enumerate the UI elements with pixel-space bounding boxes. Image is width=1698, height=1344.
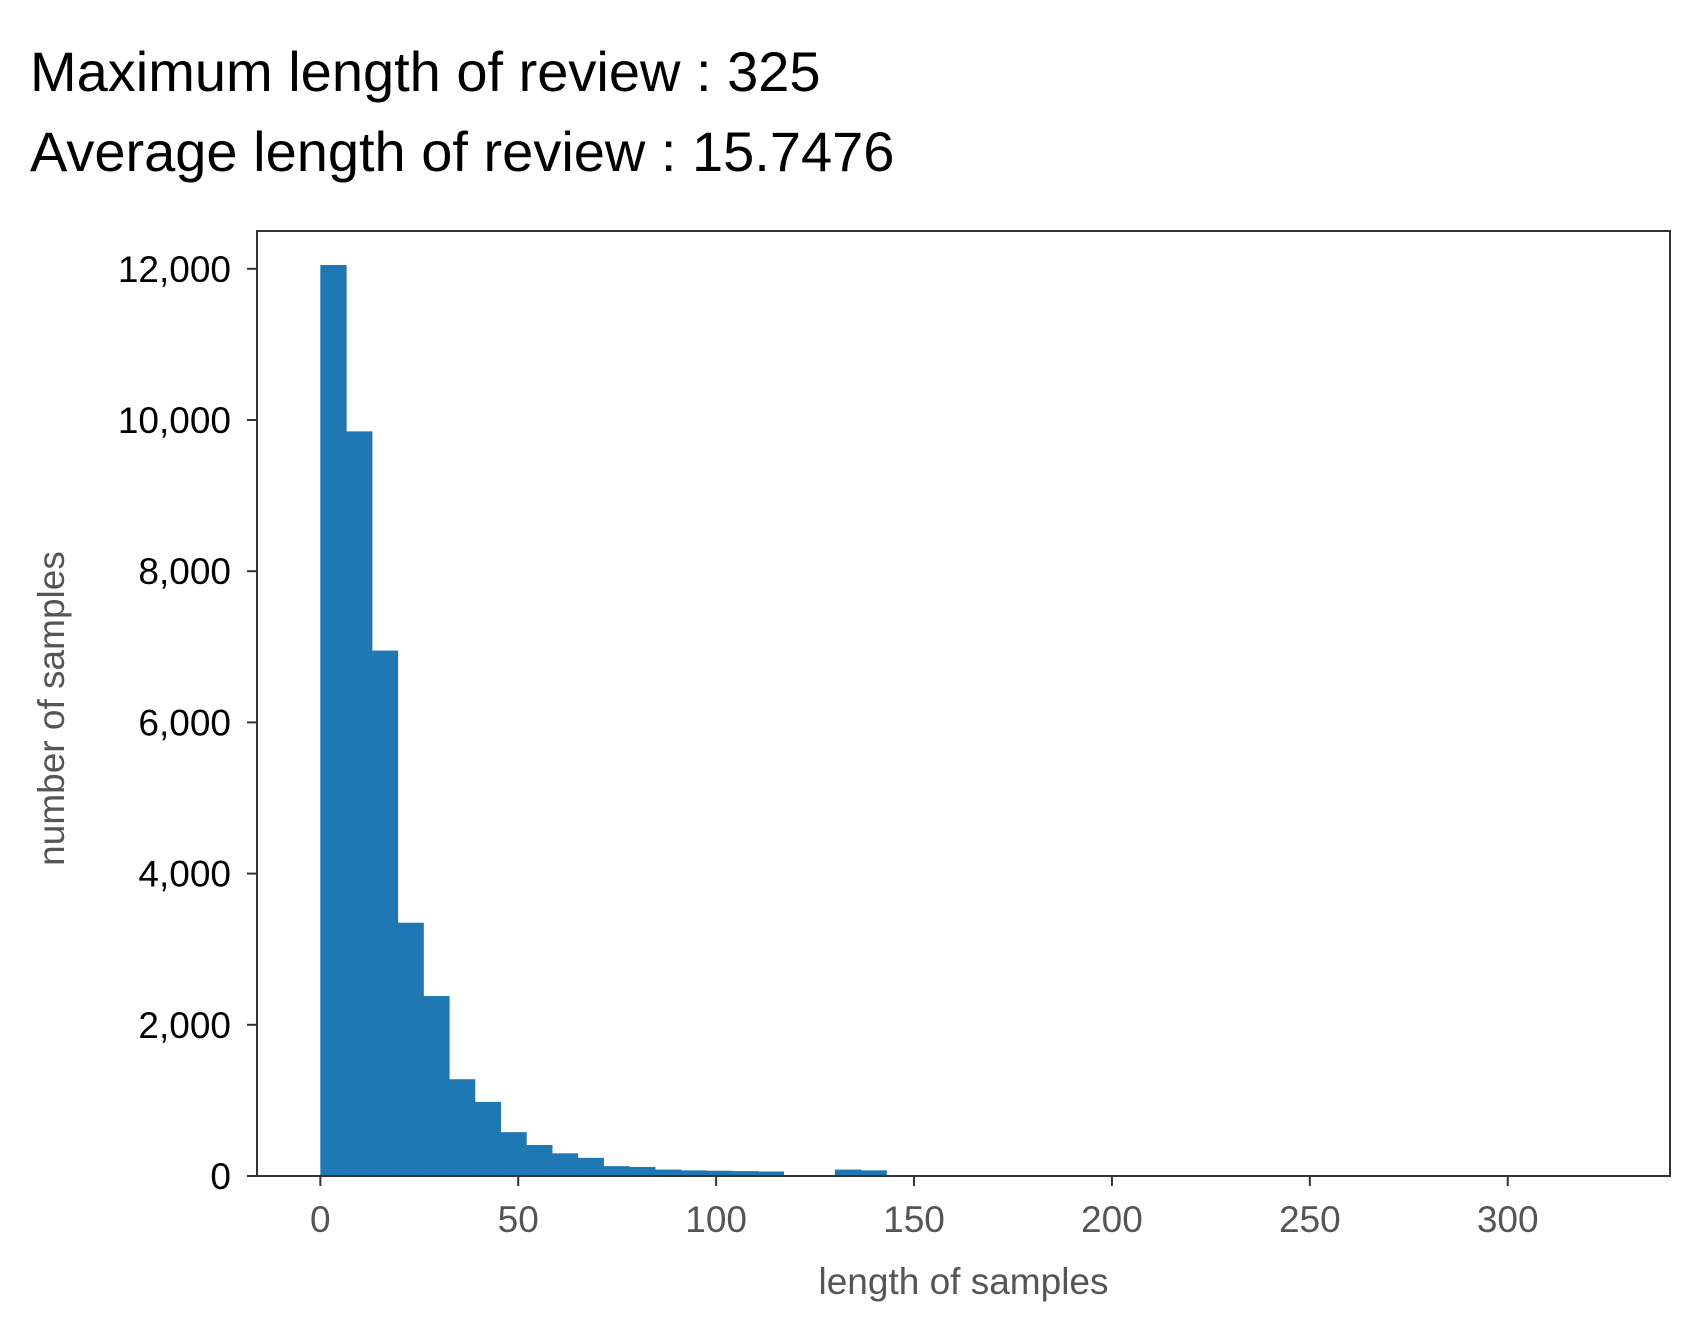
average-length-text: Average length of review : 15.7476	[30, 120, 895, 183]
histogram-bar	[731, 1171, 759, 1176]
x-tick-label: 250	[1279, 1199, 1341, 1240]
y-tick-label: 0	[210, 1156, 231, 1197]
histogram-bar	[577, 1157, 604, 1176]
x-axis-ticks: 0 50 100 150 200 250 300	[310, 1176, 1539, 1240]
histogram-bar	[346, 431, 373, 1177]
histogram-bar	[706, 1170, 733, 1176]
histogram-bar	[603, 1166, 630, 1176]
y-tick-label: 8,000	[138, 551, 231, 592]
histogram-bar	[834, 1169, 862, 1176]
histogram-bar	[526, 1145, 553, 1176]
histogram-bar	[757, 1171, 785, 1176]
y-tick-label: 6,000	[138, 702, 231, 743]
y-tick-label: 10,000	[118, 400, 231, 441]
histogram-bar	[371, 650, 399, 1176]
histogram-bar	[860, 1170, 887, 1176]
histogram-bar	[680, 1170, 707, 1176]
y-tick-label: 12,000	[118, 249, 231, 290]
histogram-bar	[629, 1166, 656, 1176]
histogram-bar	[397, 922, 424, 1176]
x-axis-label: length of samples	[818, 1261, 1108, 1302]
histogram-bar	[474, 1101, 502, 1176]
plot-frame	[256, 230, 1671, 1177]
x-tick-label: 200	[1081, 1199, 1143, 1240]
histogram-bar	[448, 1079, 476, 1176]
x-tick-label: 0	[310, 1199, 331, 1240]
histogram-bar	[654, 1169, 682, 1176]
x-tick-label: 100	[685, 1199, 747, 1240]
y-axis-label: number of samples	[31, 551, 72, 866]
histogram-bar	[500, 1132, 527, 1176]
histogram-bar	[551, 1153, 579, 1176]
histogram-bar	[320, 265, 347, 1176]
y-axis-ticks: 0 2,000 4,000 6,000 8,000 10,000 12,000	[118, 249, 257, 1197]
x-tick-label: 150	[883, 1199, 945, 1240]
x-tick-label: 300	[1477, 1199, 1539, 1240]
max-length-text: Maximum length of review : 325	[30, 40, 821, 103]
histogram-bar	[423, 996, 450, 1176]
y-tick-label: 2,000	[138, 1005, 231, 1046]
bars-group	[320, 265, 887, 1177]
x-tick-label: 50	[498, 1199, 539, 1240]
y-tick-label: 4,000	[138, 854, 231, 895]
